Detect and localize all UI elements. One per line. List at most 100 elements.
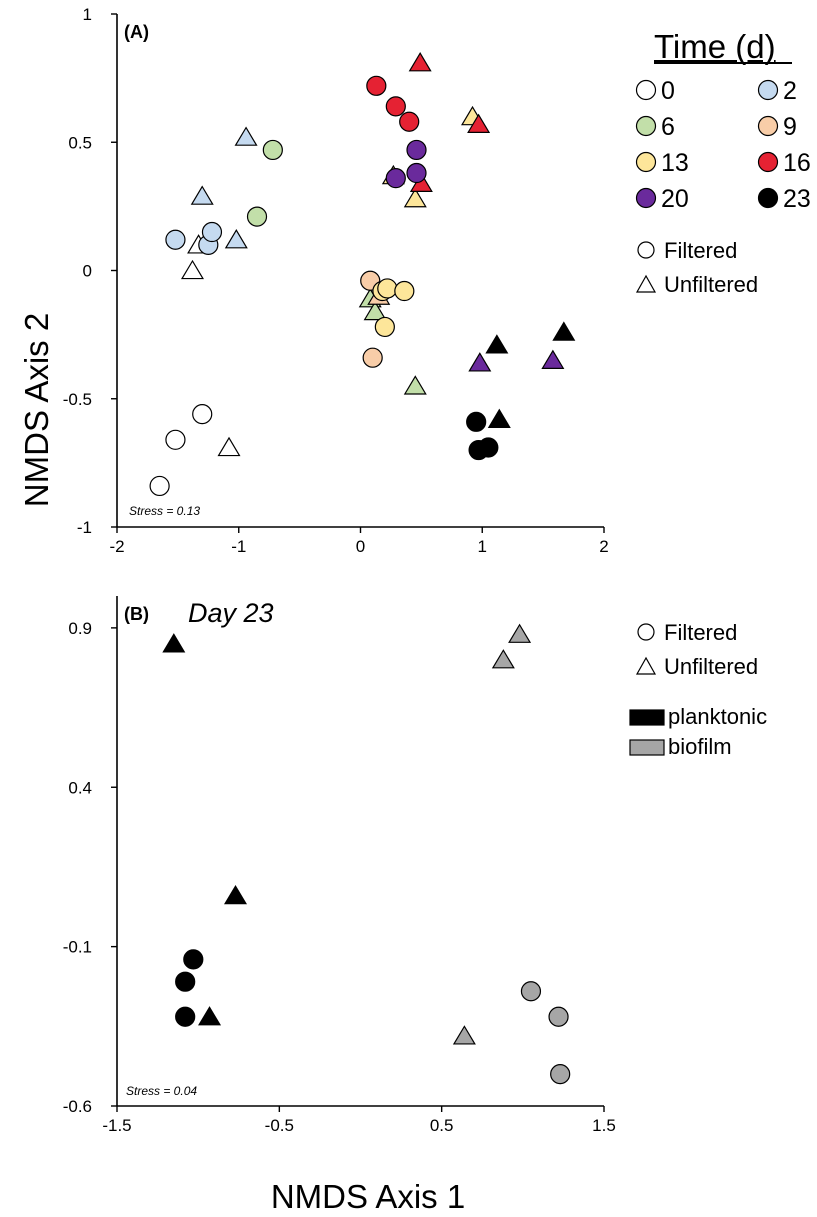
scatter-point-circle [520, 981, 542, 1002]
scatter-point-triangle [234, 126, 258, 146]
scatter-point-triangle [162, 633, 186, 653]
panel-b-label: (B) [124, 604, 149, 624]
panel-b-marks [162, 623, 571, 1085]
scatter-point-triangle [180, 259, 204, 280]
legend-planktonic-label: planktonic [668, 704, 767, 729]
x-tick-label: 2 [599, 537, 608, 556]
panel-a-legend: Time (d) 0 2 6 9 13 16 20 23 Filtered Unfiltere… [635, 28, 811, 297]
legend-b-unfiltered-triangle-icon [635, 656, 657, 675]
scatter-point-circle [362, 347, 383, 368]
legend-time-label: 6 [661, 113, 675, 141]
legend-filtered-label: Filtered [664, 238, 737, 263]
scatter-point-circle [165, 429, 186, 450]
scatter-point-triangle [485, 334, 509, 354]
scatter-point-circle [175, 1006, 196, 1027]
x-tick-label: 0.5 [430, 1116, 454, 1135]
panel-b: -1.5 -0.5 0.5 1.50.90.4-0.1-0.6 (B) Day 23 … [63, 596, 767, 1135]
scatter-point-triangle [190, 185, 214, 205]
scatter-point-triangle [487, 408, 511, 428]
legend-time-swatch [757, 115, 779, 137]
y-tick-label: 0.5 [68, 133, 92, 152]
panel-b-stress: Stress = 0.04 [126, 1084, 197, 1098]
legend-b-filtered-circle-icon [637, 623, 655, 641]
panel-a: -2 -1 0 1 2 1 0.5 0 -0.5 -1 (A) Stress = 0.13 Tim… [63, 5, 811, 556]
legend-time-swatch [635, 151, 657, 173]
legend-time-swatch [757, 79, 779, 101]
y-axis-title: NMDS Axis 2 [18, 313, 55, 507]
scatter-point-triangle [452, 1025, 476, 1045]
scatter-point-circle [385, 168, 406, 189]
scatter-point-circle [550, 1064, 571, 1085]
legend-time-label: 2 [783, 77, 797, 105]
legend-unfiltered-triangle-icon [635, 274, 657, 293]
legend-time-entries: 0 2 6 9 13 16 20 23 [635, 77, 811, 213]
scatter-point-circle [394, 280, 415, 302]
y-tick-label: -0.5 [63, 390, 92, 409]
y-tick-label: -0.6 [63, 1097, 92, 1116]
y-tick-label: 0.9 [68, 619, 92, 638]
legend-b-filtered-label: Filtered [664, 620, 737, 645]
scatter-point-circle [165, 229, 186, 250]
scatter-point-triangle [508, 623, 532, 643]
scatter-point-circle [466, 411, 487, 432]
scatter-point-triangle [223, 884, 248, 905]
legend-time-label: 20 [661, 185, 689, 213]
legend-time-label: 0 [661, 77, 675, 105]
legend-time-label: 16 [783, 149, 811, 177]
scatter-point-circle [406, 162, 427, 184]
x-tick-label: -0.5 [265, 1116, 294, 1135]
scatter-point-circle [385, 96, 406, 117]
scatter-point-circle [366, 75, 387, 96]
legend-time-swatch [635, 187, 657, 209]
legend-time-label: 23 [783, 185, 811, 213]
y-tick-label: 0.4 [68, 778, 92, 797]
legend-time-label: 13 [661, 149, 689, 177]
scatter-point-circle [192, 404, 213, 425]
x-tick-label: 1.5 [592, 1116, 616, 1135]
scatter-point-triangle [552, 321, 576, 341]
scatter-point-triangle [224, 229, 248, 249]
scatter-point-triangle [468, 352, 492, 372]
x-tick-label: -1.5 [102, 1116, 131, 1135]
panel-a-ticks: -2 -1 0 1 2 1 0.5 0 -0.5 -1 [63, 5, 609, 556]
x-tick-label: 0 [356, 537, 365, 556]
panel-b-ticks: -1.5 -0.5 0.5 1.5 0.9 0.4 -0.1 -0.6 [63, 619, 616, 1135]
scatter-point-circle [478, 437, 499, 458]
scatter-point-circle [183, 949, 204, 970]
legend-time-swatch [757, 151, 779, 173]
scatter-point-triangle [491, 649, 515, 669]
panel-b-title: Day 23 [188, 598, 274, 628]
x-tick-label: -1 [231, 537, 246, 556]
scatter-point-circle [175, 971, 196, 992]
scatter-point-triangle [467, 113, 491, 133]
legend-time-title: Time (d) [654, 28, 776, 65]
scatter-point-circle [377, 278, 398, 299]
legend-b-unfiltered-label: Unfiltered [664, 654, 758, 679]
legend-time-swatch [757, 187, 779, 209]
scatter-point-triangle [403, 188, 427, 208]
scatter-point-triangle [408, 52, 432, 72]
legend-time-label: 9 [783, 113, 797, 141]
legend-biofilm-swatch [629, 739, 665, 756]
scatter-point-triangle [403, 375, 427, 395]
legend-planktonic-swatch [629, 709, 665, 726]
legend-filtered-circle-icon [637, 241, 655, 259]
panel-a-marks [149, 52, 576, 497]
scatter-point-circle [399, 111, 420, 132]
scatter-point-triangle [363, 300, 387, 321]
scatter-point-triangle [217, 436, 241, 457]
y-tick-label: -0.1 [63, 938, 92, 957]
scatter-point-triangle [198, 1006, 222, 1026]
scatter-point-circle [201, 221, 223, 243]
legend-biofilm-label: biofilm [668, 734, 732, 759]
scatter-point-circle [262, 139, 283, 161]
x-axis-title: NMDS Axis 1 [271, 1178, 465, 1215]
scatter-point-circle [149, 475, 170, 497]
scatter-point-circle [246, 206, 268, 227]
scatter-point-circle [548, 1006, 569, 1027]
x-tick-label: 1 [478, 537, 487, 556]
y-tick-label: -1 [77, 518, 92, 537]
x-tick-label: -2 [109, 537, 124, 556]
legend-unfiltered-label: Unfiltered [664, 272, 758, 297]
